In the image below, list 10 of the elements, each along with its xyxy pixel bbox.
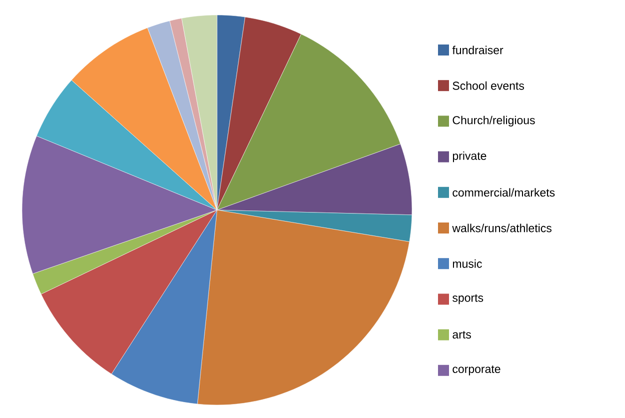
legend-label: music — [452, 259, 482, 268]
legend-label: walks/runs/athletics — [452, 224, 552, 232]
legend-label: private — [452, 151, 486, 162]
legend-label: fundraiser — [452, 46, 504, 54]
legend-label: commercial/markets — [452, 188, 555, 197]
legend-label: Church/religious — [452, 116, 535, 127]
legend-label: School events — [452, 81, 524, 90]
legend-label: arts — [452, 331, 471, 339]
legend-label: sports — [452, 294, 484, 304]
legend-label: corporate — [452, 365, 500, 376]
